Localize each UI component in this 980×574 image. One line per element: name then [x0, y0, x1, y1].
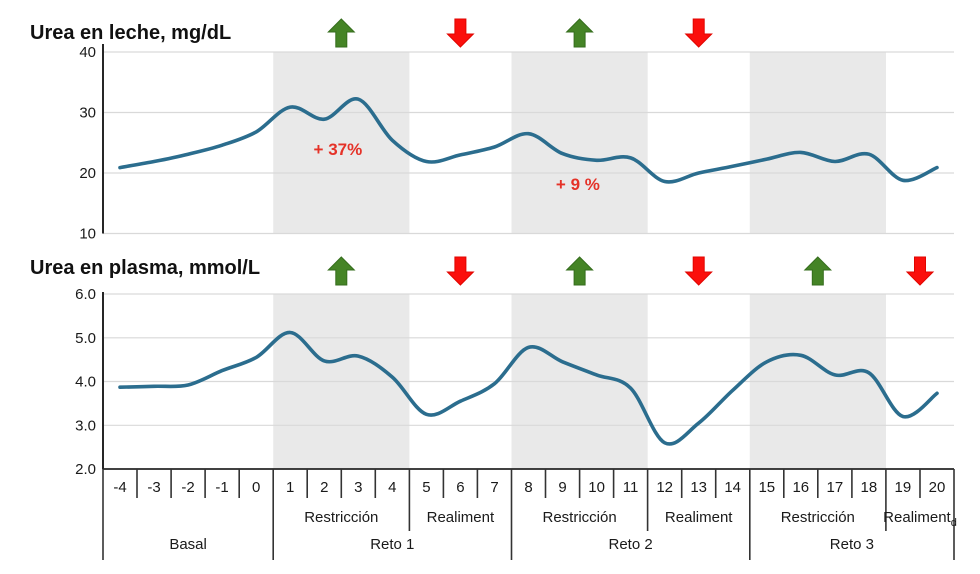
x-tick-label: 4: [388, 479, 396, 496]
x-tick-label: 13: [690, 479, 707, 496]
x-tick-label: -1: [215, 479, 228, 496]
x-tick-label: 0: [252, 479, 260, 496]
up-arrow-icon: [803, 256, 833, 286]
period-label: Restricción: [781, 509, 855, 526]
x-tick-label: -4: [113, 479, 126, 496]
y-tick-label: 40: [79, 44, 96, 61]
group-label: Reto 2: [608, 536, 652, 553]
up-arrow-icon: [565, 256, 594, 286]
down-arrow-icon: [684, 256, 713, 286]
x-tick-label: 2: [320, 479, 328, 496]
x-tick-label: 14: [724, 479, 741, 496]
down-arrow-icon: [446, 256, 475, 286]
percent-change-annotation: + 9 %: [556, 175, 600, 194]
restriction-band: [273, 52, 410, 234]
down-arrow-icon: [446, 18, 475, 48]
y-tick-label: 10: [79, 226, 96, 243]
up-arrow-icon: [327, 18, 356, 48]
x-tick-label: 19: [895, 479, 912, 496]
x-tick-label: -2: [181, 479, 194, 496]
group-label: Reto 1: [370, 536, 414, 553]
period-label: Restricción: [304, 509, 378, 526]
percent-change-annotation: + 37%: [314, 140, 363, 159]
x-tick-label: 12: [656, 479, 673, 496]
y-tick-label: 20: [79, 165, 96, 182]
group-label: Reto 3: [830, 536, 874, 553]
period-label-subscript: d: [951, 517, 957, 529]
restriction-band: [511, 52, 648, 234]
up-arrow-icon: [565, 18, 594, 48]
restriction-band: [749, 52, 886, 234]
group-label: Basal: [169, 536, 207, 553]
down-arrow-icon: [684, 18, 713, 48]
x-tick-label: 18: [861, 479, 878, 496]
milk-chart-title: Urea en leche, mg/dL: [30, 22, 232, 44]
x-tick-label: 3: [354, 479, 362, 496]
x-tick-label: 15: [758, 479, 775, 496]
x-tick-label: 9: [558, 479, 566, 496]
period-label: Realiment: [427, 509, 495, 526]
x-tick-label: 17: [827, 479, 844, 496]
x-tick-label: 8: [524, 479, 532, 496]
y-tick-label: 4.0: [75, 374, 96, 391]
x-tick-label: 16: [792, 479, 809, 496]
y-tick-label: 3.0: [75, 417, 96, 434]
milk-urea-line: [118, 97, 939, 184]
x-tick-label: 6: [456, 479, 464, 496]
down-arrow-icon: [905, 256, 935, 286]
period-label: Realimentd: [883, 509, 957, 529]
x-tick-label: 20: [929, 479, 946, 496]
x-tick-label: -3: [147, 479, 160, 496]
y-tick-label: 6.0: [75, 286, 96, 303]
plasma-urea-line: [118, 330, 939, 446]
x-tick-label: 7: [490, 479, 498, 496]
y-tick-label: 2.0: [75, 461, 96, 478]
y-tick-label: 30: [79, 105, 96, 122]
period-label: Restricción: [543, 509, 617, 526]
plasma-chart-title: Urea en plasma, mmol/L: [30, 257, 261, 279]
x-tick-label: 5: [422, 479, 430, 496]
x-tick-label: 1: [286, 479, 294, 496]
x-tick-label: 10: [588, 479, 605, 496]
up-arrow-icon: [327, 256, 356, 286]
period-label: Realiment: [665, 509, 733, 526]
y-tick-label: 5.0: [75, 330, 96, 347]
x-tick-label: 11: [623, 479, 639, 496]
